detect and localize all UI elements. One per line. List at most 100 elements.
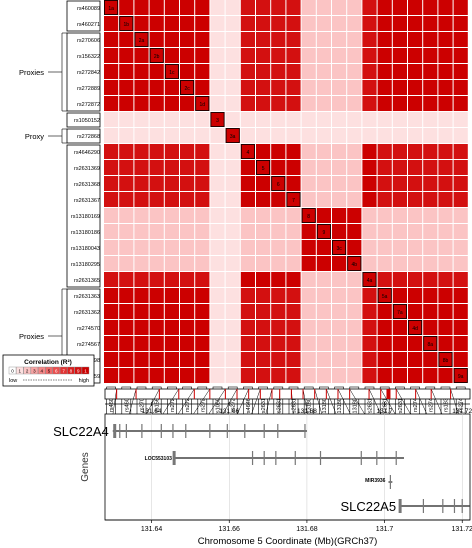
ld-cell: [149, 256, 164, 271]
snp-row-label: rs13180295: [71, 262, 100, 268]
top-axis-tick-label: 131.64: [142, 408, 162, 415]
ld-cell: [362, 96, 377, 111]
ld-cell: [408, 256, 423, 271]
ld-cell: [453, 368, 468, 383]
gene-exon: [160, 424, 162, 438]
ld-cell: [438, 32, 453, 47]
gene-label: MIR3936: [365, 478, 386, 484]
ld-cell: [392, 192, 407, 207]
ld-cell: [195, 144, 210, 159]
ld-cell: [225, 192, 240, 207]
ld-cell: [301, 336, 316, 351]
snp-column-label: rs274570: [413, 389, 419, 412]
ld-cell: [104, 16, 119, 31]
ld-cell: [240, 192, 255, 207]
ld-cell: [225, 368, 240, 383]
ld-cell: [210, 64, 225, 79]
snp-column-label: rs1050152: [216, 389, 222, 415]
ld-cell: [286, 0, 301, 15]
ld-cell: [377, 0, 392, 15]
ld-cell: [453, 16, 468, 31]
ld-cell: [332, 48, 347, 63]
ld-cell: [362, 336, 377, 351]
ld-cell: [271, 240, 286, 255]
ld-cell: [180, 224, 195, 239]
ld-cell: [149, 352, 164, 367]
ld-cell: [453, 80, 468, 95]
ld-cell: [286, 352, 301, 367]
snp-row-label: rs2631362: [74, 310, 100, 316]
ld-cell: [438, 144, 453, 159]
ld-cell: [423, 176, 438, 191]
gene-track: Genes SLC22A4 LOC553103 MIR3936 SLC22A5: [53, 413, 471, 521]
ld-diagonal-label: 1a: [108, 6, 114, 12]
ld-cell: [240, 16, 255, 31]
proxy-group-brackets: Proxies Proxy Proxies: [19, 0, 101, 384]
gene-exon: [319, 451, 322, 465]
ld-cell: [392, 16, 407, 31]
ld-cell: [104, 272, 119, 287]
ld-cell: [438, 48, 453, 63]
ld-cell: [195, 272, 210, 287]
ld-cell: [392, 64, 407, 79]
ld-cell: [362, 320, 377, 335]
ld-cell: [332, 160, 347, 175]
ld-cell: [316, 304, 331, 319]
ld-cell: [377, 304, 392, 319]
legend-level-label: 1: [19, 369, 22, 374]
gene-exon: [360, 451, 362, 465]
ld-cell: [210, 256, 225, 271]
ld-cell: [332, 192, 347, 207]
ld-cell: [408, 144, 423, 159]
ld-cell: [423, 64, 438, 79]
ld-cell: [392, 352, 407, 367]
ld-cell: [316, 368, 331, 383]
ld-cell: [195, 240, 210, 255]
ld-cell: [377, 64, 392, 79]
ld-cell: [301, 128, 316, 143]
ld-cell: [377, 112, 392, 127]
ld-cell: [240, 320, 255, 335]
ld-cell: [149, 160, 164, 175]
legend-level-label: 3: [33, 369, 36, 374]
ld-cell: [286, 320, 301, 335]
ld-diagonal-cell: [256, 160, 271, 175]
ld-diagonal-label: 2c: [184, 86, 190, 92]
ld-cell: [104, 128, 119, 143]
snp-column-label: rs272889: [185, 389, 191, 412]
top-axis-tick-label: 131.66: [219, 408, 239, 415]
ld-cell: [149, 192, 164, 207]
ld-cell: [225, 304, 240, 319]
gene-exon: [304, 424, 306, 438]
top-axis-tick-label: 131.7: [376, 408, 393, 415]
ld-cell: [180, 256, 195, 271]
snp-column-label: rs270606: [140, 389, 146, 412]
snp-row-label: rs2631368: [74, 182, 100, 188]
bottom-axis-tick-label: 131.7: [376, 526, 394, 533]
snp-group-box: [66, 128, 101, 144]
ld-cell: [134, 352, 149, 367]
gene-exon: [244, 424, 246, 438]
ld-cell: [240, 224, 255, 239]
ld-cell: [423, 80, 438, 95]
ld-cell: [195, 304, 210, 319]
ld-cell: [453, 48, 468, 63]
ld-cell: [256, 64, 271, 79]
ld-cell: [408, 32, 423, 47]
ld-diagonal-label: 1b: [124, 22, 130, 28]
ld-cell: [408, 112, 423, 127]
ld-cell: [240, 128, 255, 143]
ld-cell: [134, 96, 149, 111]
snp-group-box: [66, 0, 101, 32]
ld-cell: [286, 16, 301, 31]
ld-cell: [240, 0, 255, 15]
snp-row-label: rs156322: [77, 54, 100, 60]
ld-cell: [332, 144, 347, 159]
ld-cell: [104, 368, 119, 383]
ld-cell: [316, 208, 331, 223]
ld-cell: [119, 336, 134, 351]
snp-column-label: rs13180043: [337, 389, 343, 418]
gene-exon: [389, 475, 391, 489]
bottom-axis-tick-label: 131.68: [296, 526, 318, 533]
